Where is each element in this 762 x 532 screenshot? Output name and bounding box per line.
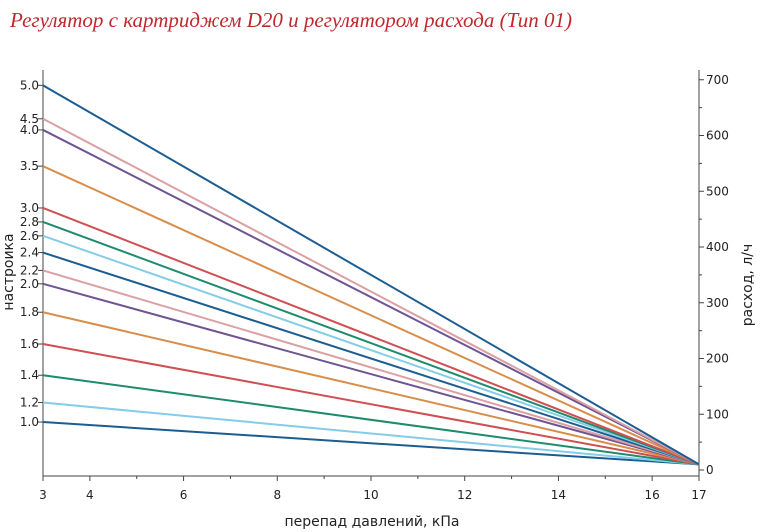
series-line (42, 343, 700, 466)
x-tick-group: 3 4 6 8 10 12 14 16 17 (39, 476, 707, 502)
right-tick-label: 200 (706, 352, 729, 366)
x-tick-label: 8 (273, 488, 281, 502)
right-tick-label: 400 (706, 240, 729, 254)
right-tick-label: 500 (706, 184, 729, 198)
series-line (42, 220, 700, 466)
series-line (42, 421, 700, 466)
series-line (42, 374, 700, 466)
x-tick-label: 4 (86, 488, 94, 502)
series-line (42, 129, 700, 466)
series-line (42, 311, 700, 466)
series-line (42, 234, 700, 466)
x-tick-label: 17 (691, 488, 706, 502)
right-tick-label: 700 (706, 73, 729, 87)
x-axis-label: перепад давлений, кПа (284, 514, 459, 530)
series-line (42, 207, 700, 466)
left-tick-label: 3.5 (20, 159, 39, 173)
series-line (42, 251, 700, 466)
x-tick-label: 6 (180, 488, 188, 502)
left-tick-label: 1.0 (20, 415, 39, 429)
left-tick-group: 1.0 1.2 1.4 1.6 1.8 2.02.2 2.4 2.62.83.0 3.5 4.04… (20, 78, 43, 429)
left-tick-label: 4.0 (20, 123, 39, 137)
left-tick-label: 1.2 (20, 396, 39, 410)
left-tick-label: 2.0 (20, 277, 39, 291)
right-tick-label: 300 (706, 296, 729, 310)
right-axis-label: расход, л/ч (740, 244, 756, 327)
series-line (42, 165, 700, 466)
left-tick-label: 2.6 (20, 229, 39, 243)
series-line (42, 84, 700, 466)
right-tick-group: 0 100 200 300 400 500 600 700 (699, 73, 729, 477)
x-tick-label: 3 (39, 488, 47, 502)
left-tick-label: 3.0 (20, 201, 39, 215)
series-group (42, 84, 700, 466)
right-tick-label: 0 (706, 463, 714, 477)
left-tick-label: 2.2 (20, 263, 39, 277)
x-tick-label: 16 (645, 488, 660, 502)
series-line (42, 269, 700, 466)
right-tick-label: 600 (706, 129, 729, 143)
left-tick-label: 5.0 (20, 78, 39, 92)
series-line (42, 117, 700, 466)
left-axis-label: настроика (1, 233, 17, 310)
right-tick-label: 100 (706, 407, 729, 421)
x-tick-label: 12 (457, 488, 472, 502)
x-tick-label: 14 (551, 488, 566, 502)
left-tick-label: 2.4 (20, 246, 39, 260)
left-tick-label: 1.6 (20, 337, 39, 351)
left-tick-label: 2.8 (20, 215, 39, 229)
chart-title: Регулятор с картриджем D20 и регулятором… (10, 8, 572, 32)
series-line (42, 401, 700, 466)
left-tick-label: 1.4 (20, 368, 39, 382)
left-tick-label: 4.5 (20, 112, 39, 126)
series-line (42, 282, 700, 466)
left-tick-label: 1.8 (20, 305, 39, 319)
x-tick-label: 10 (363, 488, 378, 502)
